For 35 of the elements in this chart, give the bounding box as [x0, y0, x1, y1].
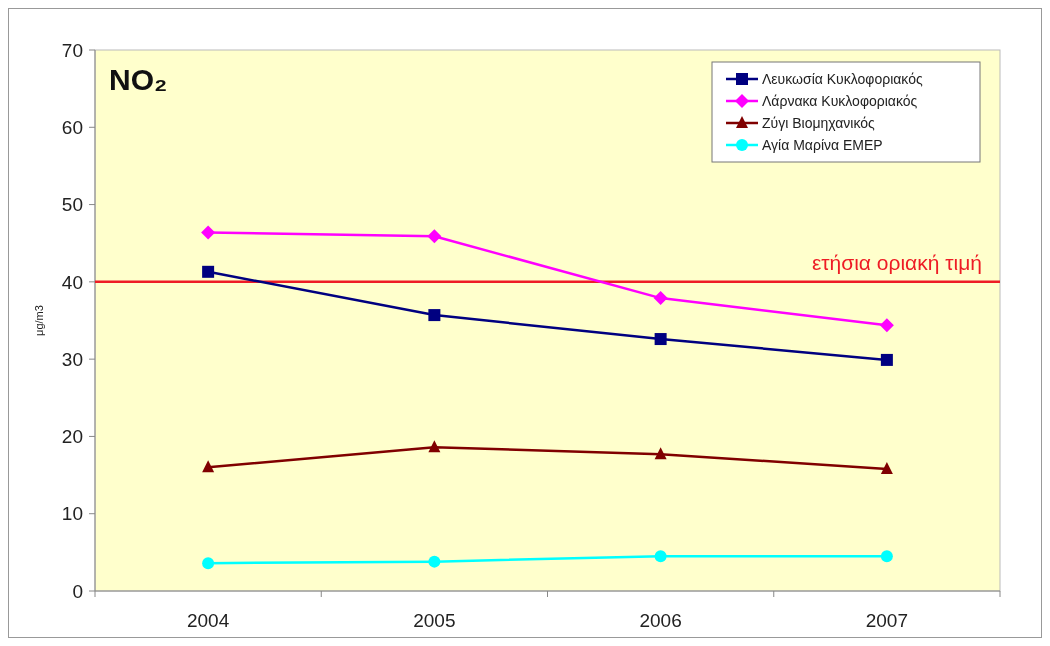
point — [880, 353, 893, 366]
x-tick-label: 2005 — [413, 610, 456, 631]
point — [202, 265, 215, 278]
point — [654, 447, 667, 460]
y-axis-title: μg/m3 — [33, 305, 45, 336]
point — [428, 309, 441, 322]
point — [201, 225, 216, 240]
point — [653, 291, 668, 306]
ref-line-label: ετήσια οριακή τιμή — [811, 250, 982, 274]
y-tick-label: 70 — [61, 39, 83, 61]
point — [654, 333, 667, 346]
y-tick-label: 20 — [61, 426, 83, 448]
point — [879, 318, 894, 333]
legend-label: Λευκωσία Κυκλοφοριακός — [762, 70, 923, 87]
point — [880, 550, 893, 563]
y-tick-label: 40 — [61, 271, 83, 293]
legend-label: Λάρνακα Κυκλοφοριακός — [762, 92, 918, 109]
y-tick-label: 60 — [61, 116, 83, 138]
point — [202, 460, 215, 473]
x-tick-label: 2007 — [865, 610, 909, 631]
x-tick-label: 2004 — [186, 610, 230, 631]
point — [428, 555, 441, 568]
point — [428, 440, 441, 453]
point — [427, 229, 442, 244]
y-tick-label: 30 — [61, 348, 83, 370]
y-tick-label: 0 — [72, 580, 83, 602]
point — [880, 461, 893, 474]
y-tick-label: 50 — [61, 194, 83, 216]
point — [202, 557, 215, 570]
legend-label: Ζύγι Βιομηχανικός — [762, 114, 876, 131]
x-tick-label: 2006 — [639, 610, 682, 631]
chart-title: NO₂ — [109, 63, 168, 96]
point — [654, 550, 667, 563]
y-tick-label: 10 — [61, 503, 83, 525]
legend-label: Αγία Μαρίνα EMEP — [762, 136, 883, 153]
